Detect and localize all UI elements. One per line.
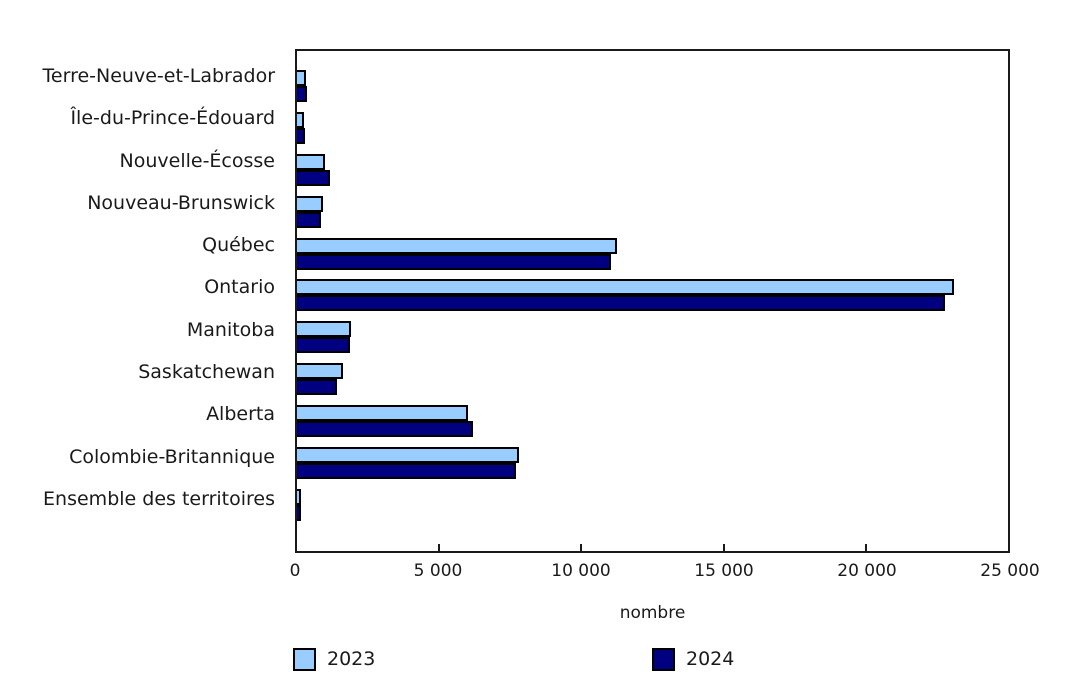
x-tick-label: 0: [289, 561, 301, 581]
x-tick-label: 15 000: [694, 561, 754, 581]
x-tick-label: 10 000: [551, 561, 611, 581]
bar-2024: [297, 295, 946, 312]
x-tick-label: 25 000: [980, 561, 1040, 581]
x-axis-title: nombre: [619, 603, 686, 623]
axis-tick: [722, 544, 725, 551]
bar-2024: [297, 421, 474, 438]
axis-tick: [864, 544, 867, 551]
bar-2023: [297, 489, 301, 506]
bar-2024: [297, 169, 330, 186]
bar-2023: [297, 321, 352, 338]
bar-group: [297, 442, 1008, 484]
category-label: Terre-Neuve-et-Labrador: [42, 65, 275, 88]
bar-group: [297, 191, 1008, 233]
bar-2024: [297, 337, 350, 354]
legend-item-2023: 2023: [293, 646, 375, 672]
category-label: Manitoba: [186, 318, 275, 341]
bar-2024: [297, 379, 337, 396]
bar-2024: [297, 211, 322, 228]
legend-swatch-2023: [293, 647, 316, 671]
bar-group: [297, 484, 1008, 526]
axis-tick: [580, 544, 583, 551]
category-label: Île-du-Prince-Édouard: [70, 107, 275, 130]
legend-item-2024: 2024: [652, 646, 734, 672]
legend-label-2024: 2024: [686, 648, 735, 670]
bar-2023: [297, 279, 954, 296]
bar-2023: [297, 447, 519, 464]
bar-group: [297, 275, 1008, 317]
x-tick-label: 20 000: [837, 561, 897, 581]
bar-2024: [297, 127, 305, 144]
bar-2023: [297, 363, 343, 380]
y-axis-labels: Terre-Neuve-et-Labrador Île-du-Prince-Édo…: [0, 49, 285, 553]
axis-tick: [438, 544, 441, 551]
bar-group: [297, 233, 1008, 275]
category-label: Alberta: [206, 403, 275, 426]
category-label: Nouveau-Brunswick: [87, 191, 275, 214]
bar-2024: [297, 85, 307, 102]
bar-rows: [297, 51, 1008, 551]
plot-area: [295, 49, 1010, 553]
bar-2024: [297, 505, 301, 522]
bar-group: [297, 65, 1008, 107]
x-tick-label: 5 000: [413, 561, 463, 581]
x-axis-tick-labels: 0 5 000 10 000 15 000 20 000 25 000: [290, 561, 1040, 583]
bar-group: [297, 400, 1008, 442]
bar-group: [297, 316, 1008, 358]
bar-2023: [297, 405, 468, 422]
bar-2024: [297, 463, 516, 480]
bar-2023: [297, 153, 326, 170]
bar-group: [297, 107, 1008, 149]
legend-label-2023: 2023: [327, 648, 376, 670]
category-label: Québec: [202, 234, 275, 257]
legend-swatch-2024: [652, 647, 675, 671]
bar-2023: [297, 195, 323, 212]
category-label: Ontario: [204, 276, 275, 299]
bar-2023: [297, 69, 307, 86]
bar-2023: [297, 237, 617, 254]
bar-2023: [297, 111, 305, 128]
bar-group: [297, 149, 1008, 191]
category-label: Saskatchewan: [138, 360, 275, 383]
category-label: Nouvelle-Écosse: [119, 149, 275, 172]
bar-group: [297, 358, 1008, 400]
category-label: Ensemble des territoires: [43, 487, 275, 510]
category-label: Colombie-Britannique: [69, 445, 275, 468]
bar-2024: [297, 253, 612, 270]
